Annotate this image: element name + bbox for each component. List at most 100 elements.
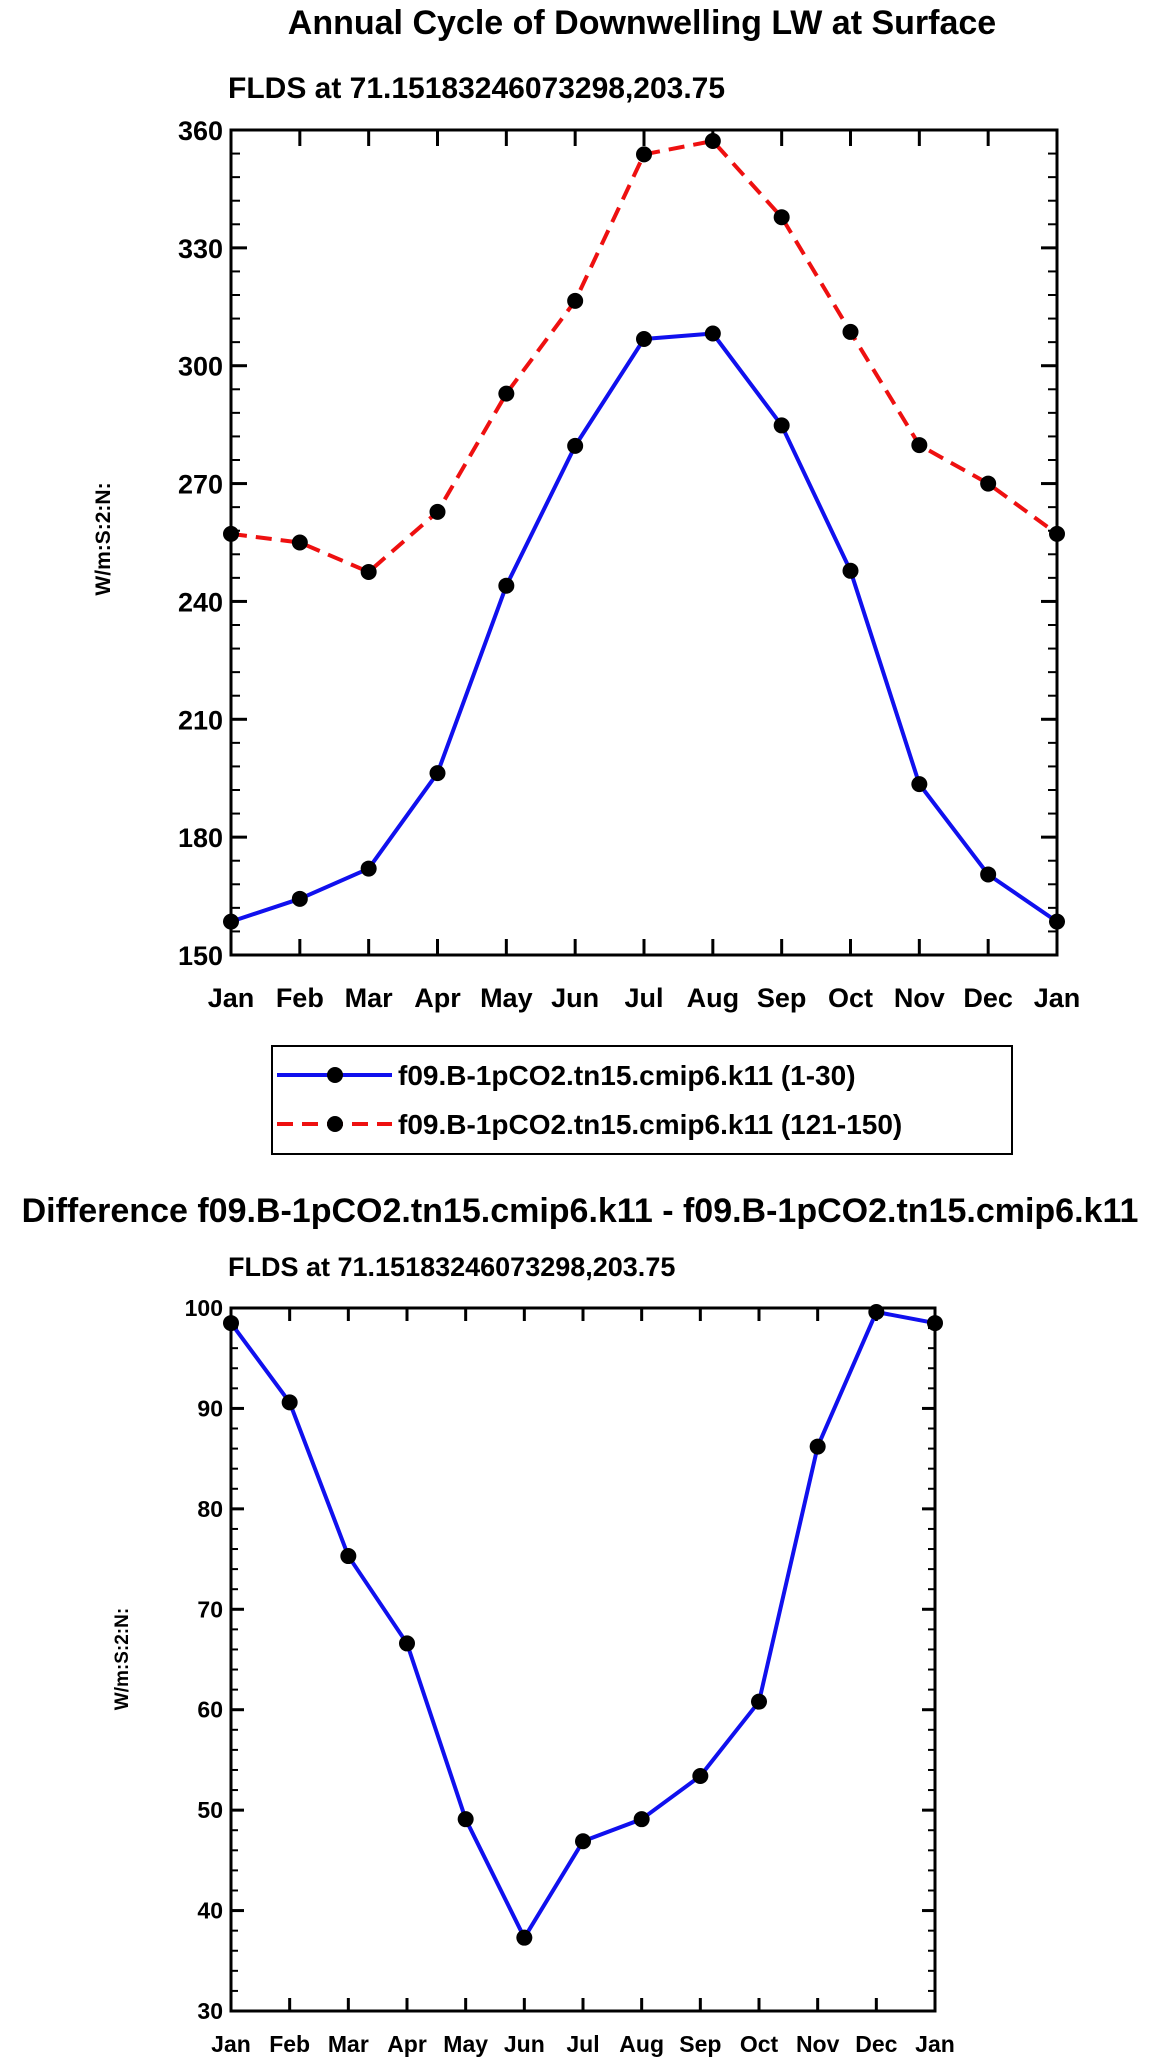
- series-1-point: [633, 1811, 650, 1828]
- series-2-point: [911, 437, 928, 454]
- y-tick-label: 30: [197, 1998, 223, 2024]
- x-tick-label: Feb: [276, 983, 324, 1013]
- x-tick-label: Apr: [414, 983, 461, 1013]
- y-tick-label: 240: [178, 587, 223, 617]
- x-tick-label: May: [480, 983, 533, 1013]
- series-1-point: [340, 1548, 357, 1565]
- x-tick-label: Apr: [387, 2031, 427, 2057]
- series-1-point: [636, 331, 652, 347]
- x-tick-label: Jan: [1034, 983, 1081, 1013]
- series-1-point: [516, 1929, 533, 1946]
- x-tick-label: Nov: [894, 983, 945, 1013]
- y-tick-label: 80: [197, 1496, 223, 1522]
- x-tick-label: Jan: [915, 2031, 955, 2057]
- legend-marker-series-1: [327, 1067, 343, 1083]
- series-2-point: [429, 503, 446, 520]
- y-tick-label: 180: [178, 823, 223, 853]
- x-tick-label: Sep: [757, 983, 807, 1013]
- series-1-point: [457, 1811, 474, 1828]
- series-1-point: [281, 1394, 298, 1411]
- series-1-point: [980, 866, 997, 883]
- series-2-point: [498, 385, 515, 402]
- series-1-point: [842, 562, 859, 579]
- y-tick-label: 150: [178, 941, 223, 971]
- x-tick-label: Sep: [679, 2031, 721, 2057]
- legend-label-series-1: f09.B-1pCO2.tn15.cmip6.k11 (1-30): [398, 1060, 856, 1091]
- y-tick-label: 40: [197, 1898, 223, 1924]
- series-2-point: [291, 534, 308, 551]
- series-1-point: [809, 1438, 826, 1455]
- x-tick-label: Feb: [269, 2031, 310, 2057]
- series-2-point: [360, 563, 377, 580]
- x-tick-label: Aug: [687, 983, 739, 1013]
- legend-box: [271, 1045, 1013, 1155]
- x-tick-label: Jun: [504, 2031, 545, 2057]
- y-tick-label: 60: [197, 1697, 223, 1723]
- x-tick-label: Oct: [828, 983, 873, 1013]
- series-1-point: [868, 1304, 885, 1321]
- series-2-point: [223, 525, 239, 542]
- y-tick-label: 300: [178, 352, 223, 382]
- x-tick-label: Jul: [624, 983, 663, 1013]
- series-1-point: [567, 437, 584, 454]
- x-tick-label: Aug: [619, 2031, 664, 2057]
- plot-frame: [229, 128, 1059, 957]
- x-tick-label: May: [443, 2031, 488, 2057]
- legend: f09.B-1pCO2.tn15.cmip6.k11 (1-30) f09.B-…: [271, 1045, 1013, 1155]
- series-2-point: [704, 133, 721, 149]
- chart-subtitle: FLDS at 71.15183246073298,203.75: [228, 1252, 675, 1282]
- chart-title: Annual Cycle of Downwelling LW at Surfac…: [288, 4, 996, 42]
- series-1-point: [498, 577, 515, 594]
- series-2-point: [773, 209, 790, 226]
- series-1-point: [751, 1693, 767, 1710]
- series-1-point: [704, 325, 721, 342]
- series-1-point: [223, 1315, 239, 1332]
- series-1-point: [223, 913, 239, 930]
- x-tick-label: Jan: [211, 2031, 251, 2057]
- y-tick-label: 50: [197, 1797, 223, 1823]
- series-1-point: [773, 417, 790, 434]
- y-tick-label: 360: [178, 116, 223, 146]
- y-axis-label: W/m:S:2:N:: [112, 1608, 133, 1710]
- y-tick-label: 330: [178, 234, 223, 264]
- legend-marker-series-2: [327, 1116, 343, 1132]
- y-tick-label: 100: [185, 1295, 223, 1321]
- series-1-point: [575, 1833, 591, 1850]
- series-2-point: [636, 146, 652, 163]
- chart-subtitle: FLDS at 71.15183246073298,203.75: [228, 72, 725, 105]
- x-tick-label: Jul: [566, 2031, 599, 2057]
- y-tick-label: 270: [178, 470, 223, 500]
- x-tick-label: Jun: [551, 983, 599, 1013]
- x-tick-label: Oct: [740, 2031, 779, 2057]
- series-1-point: [927, 1315, 943, 1332]
- x-tick-label: Nov: [796, 2031, 840, 2057]
- series-2-point: [567, 292, 584, 309]
- series-2-point: [842, 323, 859, 340]
- annual-cycle-chart: Annual Cycle of Downwelling LW at Surfac…: [92, 4, 1080, 1013]
- y-axis-label: W/m:S:2:N:: [92, 482, 115, 595]
- series-line-1: [230, 331, 1059, 924]
- chart-title: Difference f09.B-1pCO2.tn15.cmip6.k11 - …: [22, 1192, 1139, 1230]
- x-tick-label: Dec: [855, 2031, 897, 2057]
- difference-chart: Difference f09.B-1pCO2.tn15.cmip6.k11 - …: [22, 1192, 1139, 2057]
- series-line-2: [230, 139, 1059, 574]
- series-1-point: [291, 890, 308, 907]
- x-tick-label: Mar: [345, 983, 394, 1013]
- series-1-point: [692, 1767, 709, 1784]
- y-tick-label: 90: [197, 1395, 223, 1421]
- series-1-point: [399, 1635, 415, 1652]
- series-2-point: [980, 475, 997, 492]
- plot-frame: [229, 1306, 937, 2013]
- series-1-point: [911, 776, 928, 793]
- x-tick-label: Jan: [208, 983, 255, 1013]
- x-tick-label: Dec: [963, 983, 1013, 1013]
- series-1-point: [429, 765, 446, 782]
- legend-label-series-2: f09.B-1pCO2.tn15.cmip6.k11 (121-150): [398, 1109, 902, 1140]
- series-1-point: [360, 860, 377, 877]
- series-2-point: [1049, 525, 1065, 542]
- x-tick-label: Mar: [328, 2031, 369, 2057]
- y-tick-label: 70: [197, 1596, 223, 1622]
- y-tick-label: 210: [178, 705, 223, 735]
- series-1-point: [1049, 913, 1065, 930]
